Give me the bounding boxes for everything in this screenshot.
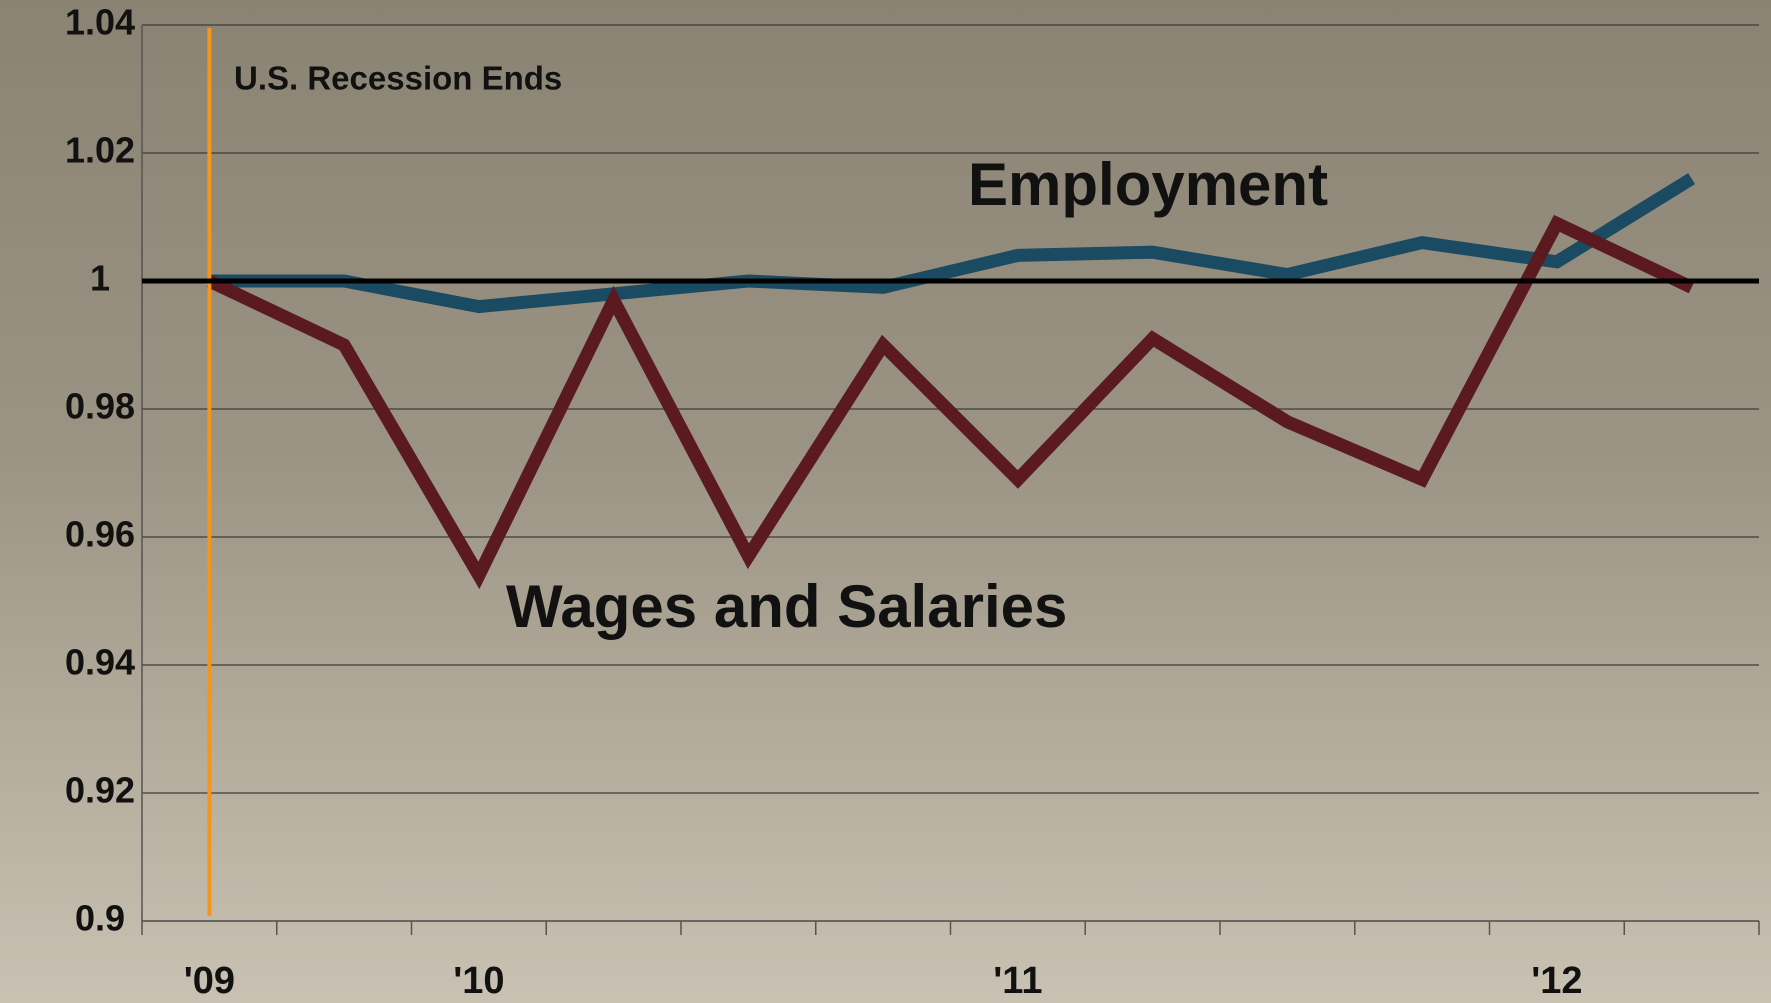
y-tick-label: 1 (90, 258, 110, 299)
x-tick-label: '09 (184, 960, 235, 1002)
background (0, 0, 1771, 1003)
y-tick-label: 0.96 (65, 514, 135, 555)
y-tick-label: 1.02 (65, 130, 135, 171)
x-tick-label: '12 (1531, 960, 1582, 1002)
y-tick-label: 0.98 (65, 386, 135, 427)
page: {"chart_data": {"type": "line", "categor… (0, 0, 1771, 1003)
y-tick-label: 0.94 (65, 642, 135, 683)
y-tick-label: 0.9 (75, 898, 125, 939)
series-label: Wages and Salaries (506, 573, 1067, 640)
recession-label: U.S. Recession Ends (234, 60, 562, 97)
y-tick-label: 0.92 (65, 770, 135, 811)
y-tick-label: 1.04 (65, 2, 135, 43)
x-tick-label: '11 (993, 960, 1042, 1002)
chart: U.S. Recession Ends Employment Wages and… (0, 0, 1771, 1003)
series-label: Employment (968, 151, 1328, 218)
x-tick-label: '10 (453, 960, 504, 1002)
